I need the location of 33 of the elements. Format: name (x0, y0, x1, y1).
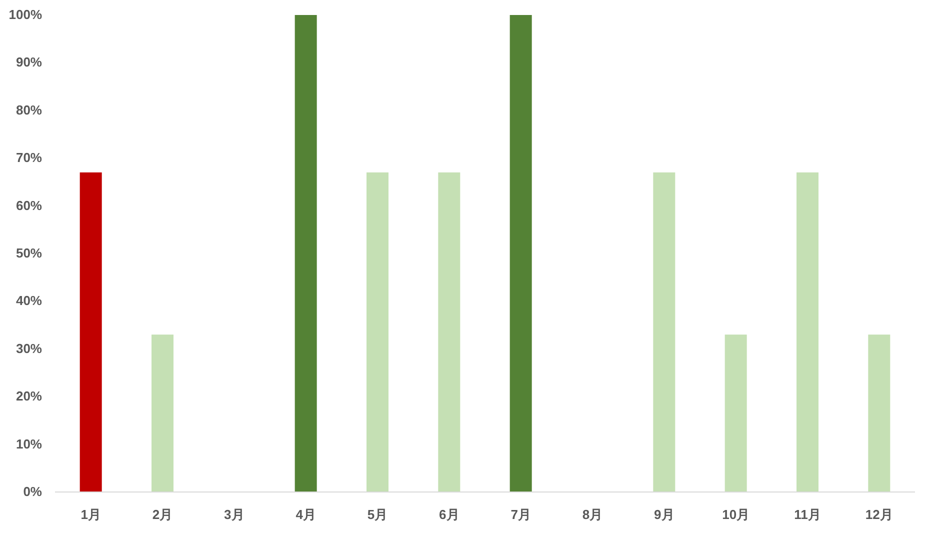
x-tick-label: 12月 (865, 507, 893, 522)
y-tick-label: 100% (8, 7, 42, 22)
x-tick-label: 6月 (439, 507, 460, 522)
bar (152, 334, 174, 492)
x-tick-label: 2月 (152, 507, 173, 522)
y-tick-label: 50% (16, 246, 42, 260)
y-tick-label: 10% (16, 436, 42, 452)
x-tick-label: 8月 (582, 507, 603, 522)
x-tick-label: 3月 (224, 507, 244, 522)
bar (438, 172, 460, 492)
y-tick-label: 70% (16, 150, 42, 166)
y-tick-label: 20% (16, 388, 42, 404)
y-tick-label: 40% (16, 293, 42, 308)
x-tick-label: 11月 (794, 507, 821, 522)
bar (796, 172, 818, 492)
bar (868, 334, 890, 492)
x-tick-label: 7月 (510, 507, 531, 522)
y-tick-label: 0% (23, 484, 42, 499)
bar (294, 15, 317, 492)
bar (80, 172, 102, 492)
y-tick-label: 90% (16, 54, 42, 70)
x-tick-label: 10月 (722, 507, 750, 522)
bar (653, 172, 676, 492)
x-tick-label: 1月 (80, 507, 101, 522)
x-tick-label: 4月 (296, 507, 316, 522)
bar (724, 334, 747, 492)
x-tick-label: 5月 (367, 507, 388, 522)
y-tick-label: 30% (16, 340, 42, 356)
x-tick-label: 9月 (654, 507, 674, 522)
bar (366, 172, 388, 492)
y-tick-label: 80% (16, 102, 42, 118)
bar (510, 15, 532, 492)
y-tick-label: 60% (16, 198, 42, 213)
